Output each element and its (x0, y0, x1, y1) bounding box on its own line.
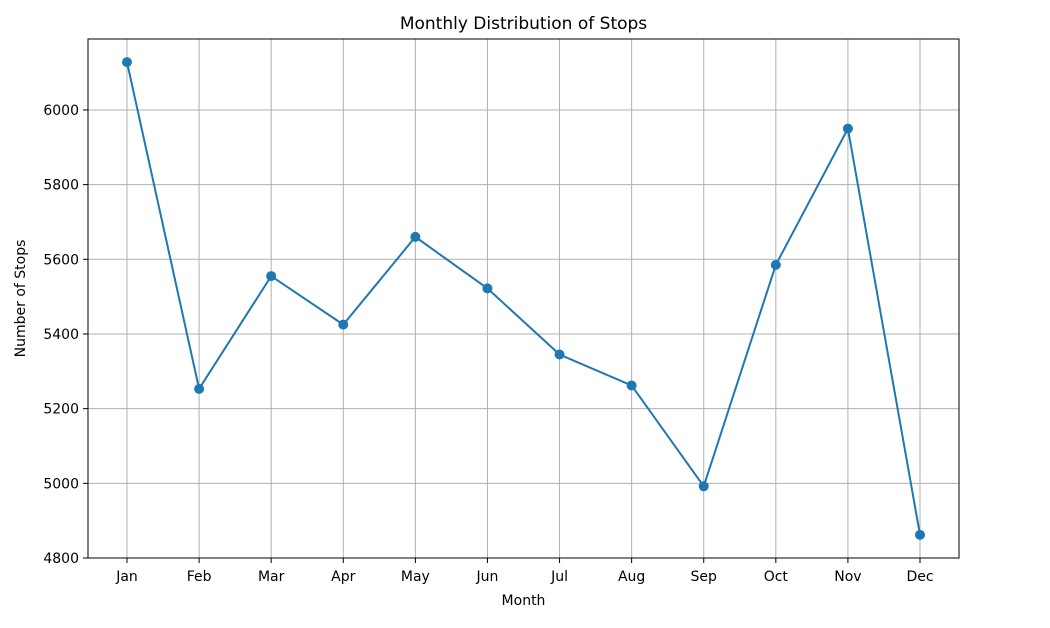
series (122, 57, 925, 540)
y-tick-label: 4800 (43, 551, 79, 567)
data-point (482, 283, 493, 294)
series-line (126, 61, 921, 536)
y-tick-label: 5400 (43, 327, 79, 343)
data-point (698, 481, 709, 492)
data-point (915, 529, 925, 540)
y-axis-label: Number of Stops (13, 240, 29, 358)
x-tick-label: May (401, 569, 430, 585)
axis-ticks: Jan Feb Mar Apr May Jun Jul Aug Sep Oct Nov Dec 4800… (43, 103, 933, 585)
chart-title: Monthly Distribution of Stops (400, 14, 647, 34)
x-tick-label: Apr (331, 569, 355, 585)
x-tick-label: Oct (764, 569, 789, 585)
x-tick-label: Nov (834, 569, 861, 585)
data-point (770, 259, 781, 270)
plot-frame (87, 38, 960, 559)
y-tick-label: 5200 (43, 402, 79, 418)
x-tick-label: Jun (476, 569, 499, 585)
data-point (338, 319, 349, 330)
x-tick-label: Aug (618, 569, 645, 585)
data-point (266, 271, 277, 282)
data-point (842, 123, 853, 134)
data-point (410, 231, 421, 242)
data-point (626, 380, 637, 391)
x-tick-label: Jul (550, 569, 568, 585)
x-tick-label: Dec (906, 569, 933, 585)
x-tick-label: Jan (115, 569, 138, 585)
data-point (554, 349, 565, 360)
y-tick-label: 6000 (43, 103, 79, 119)
data-point (122, 57, 132, 68)
grid (88, 39, 959, 559)
x-tick-label: Feb (187, 569, 212, 585)
data-point (194, 383, 205, 394)
x-tick-label: Mar (258, 569, 285, 585)
y-tick-label: 5600 (43, 252, 79, 268)
x-axis-label: Month (502, 593, 546, 609)
x-tick-label: Sep (691, 569, 718, 585)
y-tick-label: 5000 (43, 476, 79, 492)
y-tick-label: 5800 (43, 178, 79, 194)
